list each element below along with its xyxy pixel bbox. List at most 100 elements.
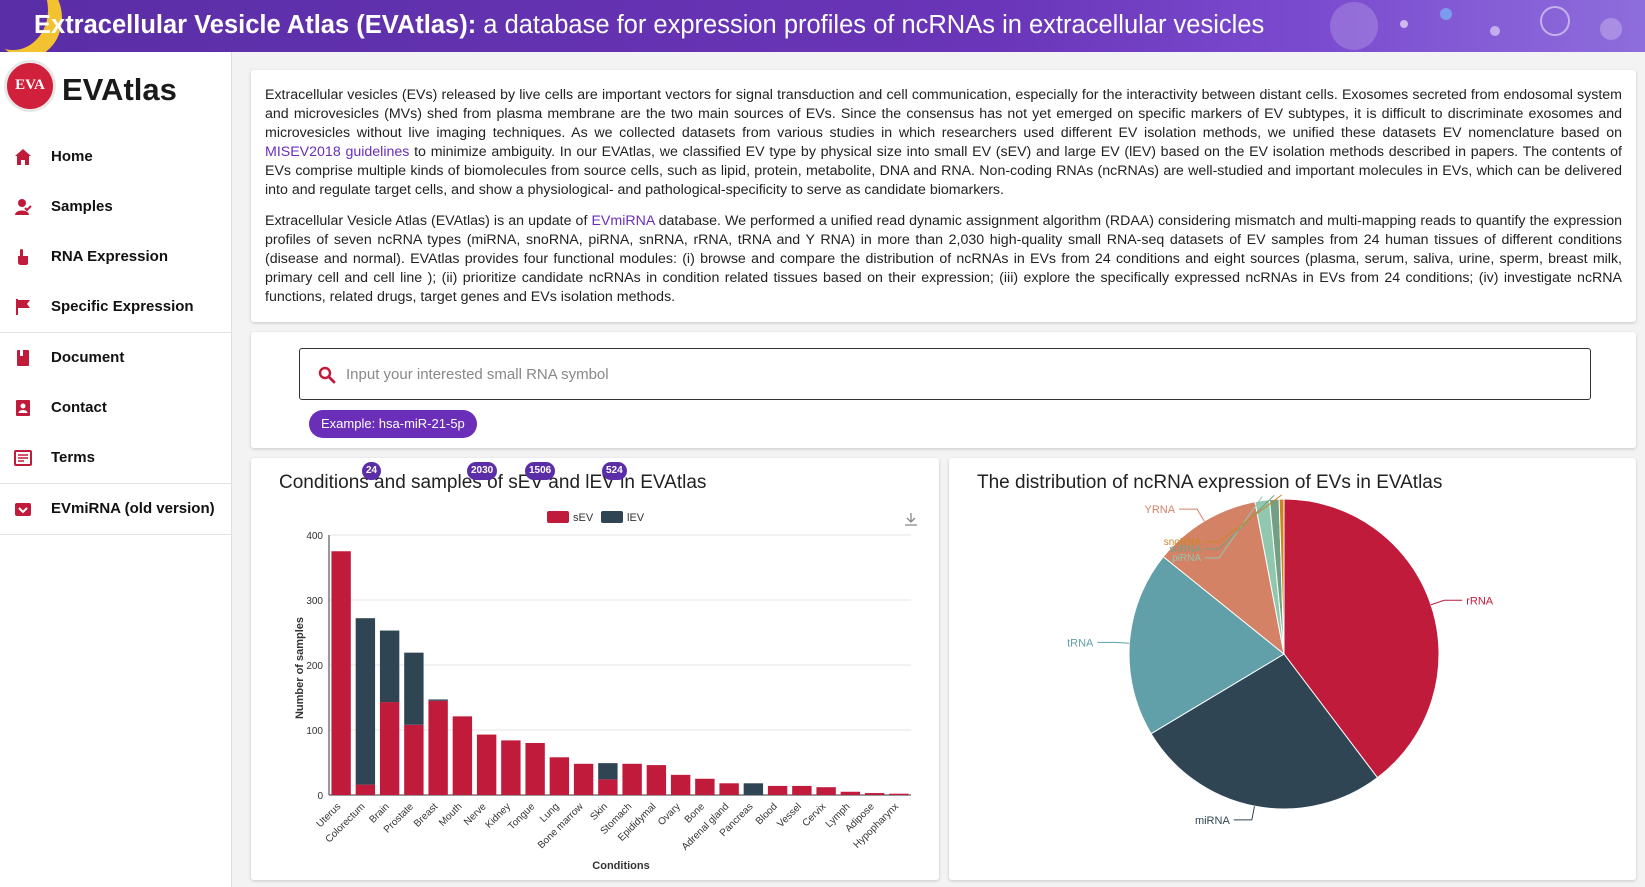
search-input[interactable] — [346, 361, 1546, 387]
bar-lev-pancreas[interactable] — [743, 783, 764, 795]
misev2018-link[interactable]: MISEV2018 guidelines — [265, 144, 410, 160]
legend-sev-label[interactable]: sEV — [573, 512, 594, 524]
flag-icon — [16, 299, 30, 315]
pie-label-mirna: miRNA — [1195, 815, 1230, 827]
bar-sev-adrenal-gland[interactable] — [719, 783, 739, 795]
bar-sev-tongue[interactable] — [525, 743, 545, 795]
pie-leader-line — [1205, 494, 1282, 543]
nav-divider — [0, 483, 232, 484]
sidebar-item-terms[interactable]: Terms — [0, 433, 232, 483]
contact-card-icon — [16, 400, 30, 416]
pie-label-yrna: YRNA — [1144, 504, 1175, 516]
bar-sev-blood[interactable] — [767, 785, 788, 795]
pie-label-trna: tRNA — [1067, 637, 1094, 649]
pie-slice-snorna[interactable] — [1278, 498, 1285, 655]
sidebar-item-label: Contact — [51, 399, 107, 416]
x-tick-label: Breast — [412, 801, 440, 829]
home-icon — [15, 149, 31, 165]
sidebar-item-label: Terms — [51, 449, 95, 466]
pie-leader-line — [1205, 496, 1263, 559]
bar-sev-stomach[interactable] — [622, 763, 642, 795]
pie-slice-trna[interactable] — [1128, 556, 1285, 735]
bar-sev-breast[interactable] — [428, 700, 448, 795]
x-tick-label: Ovary — [656, 801, 683, 828]
bar-sev-cervix[interactable] — [816, 787, 836, 795]
evmirna-link[interactable]: EVmiRNA — [591, 213, 655, 229]
pie-slice-yrna[interactable] — [1162, 501, 1285, 656]
bar-sev-bone-marrow[interactable] — [573, 763, 594, 795]
sidebar-item-home[interactable]: Home — [0, 132, 232, 182]
bar-sev-epididymal[interactable] — [646, 765, 667, 795]
bar-sev-colorectum[interactable] — [355, 784, 376, 795]
pie-label-snorna: snoRNA — [1164, 537, 1202, 548]
x-tick-label: Mouth — [437, 801, 464, 828]
bubble-decoration — [1540, 6, 1570, 36]
sidebar-item-document[interactable]: Document — [0, 333, 232, 383]
nav-divider — [0, 534, 232, 535]
sidebar-item-evmirna-old[interactable]: EVmiRNA (old version) — [0, 484, 232, 534]
bubble-decoration — [1600, 18, 1622, 40]
bar-sev-lung[interactable] — [549, 757, 570, 795]
bar-sev-nerve[interactable] — [476, 734, 497, 795]
legend-lev-swatch[interactable] — [601, 511, 623, 523]
sidebar-item-specific-expression[interactable]: Specific Expression — [0, 282, 232, 332]
sidebar-item-contact[interactable]: Contact — [0, 383, 232, 433]
y-tick-label: 400 — [306, 531, 323, 542]
pie-label-pirna: piRNA — [1172, 553, 1201, 564]
bar-sev-bone[interactable] — [695, 778, 715, 795]
download-icon[interactable] — [905, 513, 917, 526]
pie-chart-title: The distribution of ncRNA expression of … — [977, 472, 1443, 493]
brand-name[interactable]: EVAtlas — [62, 72, 177, 107]
bar-lev-colorectum[interactable] — [355, 618, 376, 785]
bubble-decoration — [1490, 26, 1500, 36]
bar-sev-uterus[interactable] — [331, 551, 351, 795]
x-tick-label: Tongue — [506, 801, 537, 832]
bar-lev-prostate[interactable] — [404, 652, 424, 725]
bar-sev-lymph[interactable] — [840, 791, 861, 795]
sidebar-item-label: RNA Expression — [51, 248, 168, 265]
pie-leader-line — [1233, 806, 1255, 821]
y-tick-label: 200 — [306, 661, 323, 672]
bar-sev-mouth[interactable] — [452, 716, 473, 795]
example-button[interactable]: Example: hsa-miR-21-5p — [309, 410, 477, 438]
bar-sev-ovary[interactable] — [670, 774, 691, 795]
logo[interactable]: EVA — [4, 60, 56, 112]
y-tick-label: 100 — [306, 726, 323, 737]
lev-count-badge: 524 — [602, 462, 627, 480]
bar-sev-vessel[interactable] — [792, 785, 812, 795]
user-check-icon — [15, 199, 32, 215]
legend-lev-label[interactable]: lEV — [627, 512, 645, 524]
bar-sev-hypopharynx[interactable] — [889, 793, 909, 795]
pointer-hand-icon — [18, 249, 28, 265]
bar-lev-brain[interactable] — [379, 630, 400, 703]
bar-sev-brain[interactable] — [379, 702, 400, 795]
sev-count-badge: 1506 — [525, 462, 556, 480]
bar-sev-adipose[interactable] — [864, 793, 885, 795]
bar-sev-kidney[interactable] — [501, 740, 521, 795]
sidebar-item-rna-expression[interactable]: RNA Expression — [0, 232, 232, 282]
banner-title: Extracellular Vesicle Atlas (EVAtlas): a… — [34, 11, 1265, 39]
bar-lev-breast[interactable] — [428, 699, 448, 701]
intro-paragraph-2: Extracellular Vesicle Atlas (EVAtlas) is… — [265, 213, 1622, 305]
bubble-decoration — [1440, 8, 1452, 20]
bar-xlabel: Conditions — [592, 860, 649, 872]
pie-leader-line — [1097, 641, 1130, 644]
archive-icon — [15, 503, 31, 516]
sidebar-item-samples[interactable]: Samples — [0, 182, 232, 232]
sidebar: EVA EVAtlas Home Samples RNA Expression … — [0, 52, 232, 887]
bar-sev-skin[interactable] — [598, 779, 618, 795]
pie-slice-rrna[interactable] — [1283, 498, 1440, 779]
bar-lev-skin[interactable] — [598, 763, 618, 780]
conditions-count-badge: 24 — [362, 462, 382, 480]
pie-chart-card: The distribution of ncRNA expression of … — [949, 458, 1636, 880]
search-icon[interactable] — [318, 366, 336, 384]
pie-leader-line — [1205, 494, 1275, 550]
header-banner: Extracellular Vesicle Atlas (EVAtlas): a… — [0, 0, 1645, 52]
nav-divider — [0, 332, 232, 333]
bar-sev-prostate[interactable] — [404, 724, 424, 795]
bar-legend[interactable]: sEV lEV — [547, 511, 645, 524]
pie-leader-line — [1179, 508, 1205, 522]
legend-sev-swatch[interactable] — [547, 511, 569, 523]
